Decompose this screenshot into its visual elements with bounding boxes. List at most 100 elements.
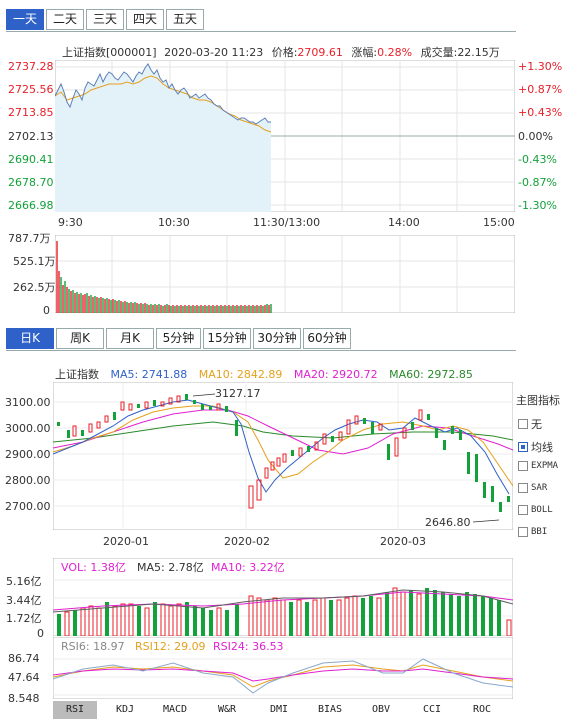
checkbox[interactable] — [518, 483, 528, 493]
indicator-option-none[interactable]: 无 — [518, 416, 542, 432]
kvol-y-label: 5.16亿 — [6, 575, 42, 588]
tab-dmi[interactable]: DMI — [269, 704, 289, 715]
kvol-ma5-text: MA5: 2.78亿 — [137, 561, 204, 574]
intraday-x-label: 14:00 — [388, 216, 420, 229]
ma10-value: MA10: 2842.89 — [198, 368, 283, 381]
datetime: 2020-03-20 11:23 — [164, 46, 264, 59]
intraday-vol-label: 262.5万 — [13, 281, 56, 294]
intraday-vol-label: 525.1万 — [13, 255, 56, 268]
kline-volume-chart[interactable]: VOL: 1.38亿 MA5: 2.78亿 MA10: 3.22亿 — [53, 558, 513, 636]
intraday-y-label: 2702.13 — [8, 130, 54, 143]
intraday-pct-label: -1.30% — [518, 199, 557, 212]
intraday-y-label: 2737.28 — [8, 60, 54, 73]
intraday-pct-label: +1.30% — [518, 60, 563, 73]
ma5-value: MA5: 2741.88 — [110, 368, 188, 381]
tab-3day[interactable]: 三天 — [86, 9, 124, 30]
intraday-pct-label: 0.00% — [518, 130, 553, 143]
volume-value: 22.15万 — [457, 46, 500, 59]
indicator-option-ma[interactable]: 均线 — [518, 439, 553, 455]
tab-roc[interactable]: ROC — [472, 704, 492, 715]
rsi-chart[interactable]: RSI6: 18.97 RSI12: 29.09 RSI24: 36.53 — [53, 637, 513, 699]
tab-bias[interactable]: BIAS — [317, 704, 343, 715]
intraday-x-label: 15:00 — [483, 216, 515, 229]
kvol-y-label: 0 — [37, 627, 44, 640]
tab-kdj[interactable]: KDJ — [115, 704, 135, 715]
kvol-y-label: 3.44亿 — [6, 594, 42, 607]
checkbox[interactable] — [518, 505, 528, 515]
intraday-y-label: 2713.85 — [8, 106, 54, 119]
indicator-option-expma[interactable]: EXPMA — [518, 461, 558, 471]
indicator-option-bbi[interactable]: BBI — [518, 527, 547, 537]
kline-x-label: 2020-03 — [380, 535, 426, 548]
kline-x-label: 2020-01 — [103, 535, 149, 548]
intraday-vol-label: 787.7万 — [8, 232, 51, 245]
rsi-y-label: 47.64 — [8, 671, 40, 684]
tab-rsi[interactable]: RSI — [53, 701, 97, 719]
price-label: 价格: — [271, 46, 298, 59]
tab-5min[interactable]: 5分钟 — [156, 328, 201, 349]
tab-obv[interactable]: OBV — [371, 704, 391, 715]
intraday-y-label: 2725.56 — [8, 83, 54, 96]
intraday-info-line: 上证指数[000001] 2020-03-20 11:23 价格:2709.61… — [62, 44, 500, 60]
indicator-panel-title: 主图指标 — [516, 394, 560, 407]
tab-30min[interactable]: 30分钟 — [253, 328, 301, 349]
tab-macd[interactable]: MACD — [162, 704, 188, 715]
rsi-y-label: 8.548 — [8, 692, 40, 705]
tab-4day[interactable]: 四天 — [126, 9, 164, 30]
checkbox[interactable] — [518, 461, 528, 471]
intraday-x-label: 9:30 — [58, 216, 83, 229]
index-code: [000001] — [106, 46, 157, 59]
tab-2day[interactable]: 二天 — [46, 9, 84, 30]
tab-daily-k[interactable]: 日K — [6, 328, 54, 349]
kline-tab-underline — [6, 350, 516, 351]
kvol-y-label: 1.72亿 — [6, 612, 42, 625]
low-annotation: 2646.80 — [425, 516, 471, 529]
kline-y-label: 2900.00 — [5, 448, 51, 461]
option-label: BOLL — [531, 505, 553, 515]
tab-1day[interactable]: 一天 — [6, 9, 44, 30]
tab-wr[interactable]: W&R — [217, 704, 237, 715]
change-value: 0.28% — [377, 46, 413, 59]
option-label: 无 — [531, 418, 542, 431]
intraday-price-chart[interactable] — [55, 60, 515, 212]
tab-15min[interactable]: 15分钟 — [203, 328, 251, 349]
option-label: 均线 — [531, 441, 553, 454]
kline-candlestick-chart[interactable]: 3127.17 2646.80 — [53, 382, 513, 530]
rsi6-text: RSI6: 18.97 — [61, 640, 125, 653]
checkbox[interactable] — [518, 442, 528, 452]
ma20-value: MA20: 2920.72 — [293, 368, 378, 381]
checkbox[interactable] — [518, 527, 528, 537]
intraday-x-label: 10:30 — [158, 216, 190, 229]
kline-index-name: 上证指数 — [55, 368, 99, 381]
ma60-value: MA60: 2972.85 — [389, 368, 473, 381]
index-name: 上证指数 — [62, 46, 106, 59]
volume-label: 成交量: — [420, 46, 458, 59]
intraday-pct-label: -0.43% — [518, 153, 557, 166]
intraday-pct-label: +0.87% — [518, 83, 563, 96]
high-annotation: 3127.17 — [215, 387, 261, 400]
tab-cci[interactable]: CCI — [422, 704, 442, 715]
indicator-option-sar[interactable]: SAR — [518, 483, 547, 493]
intraday-pct-label: -0.87% — [518, 176, 557, 189]
intraday-y-label: 2690.41 — [8, 153, 54, 166]
tab-weekly-k[interactable]: 周K — [56, 328, 104, 349]
rsi12-text: RSI12: 29.09 — [135, 640, 206, 653]
option-label: BBI — [531, 527, 548, 537]
intraday-volume-chart[interactable] — [55, 235, 515, 313]
kline-ma-line: 上证指数 MA5: 2741.88 MA10: 2842.89 MA20: 29… — [55, 366, 473, 382]
tab-5day[interactable]: 五天 — [166, 9, 204, 30]
indicator-option-boll[interactable]: BOLL — [518, 505, 553, 515]
kvol-vol-text: VOL: 1.38亿 — [61, 561, 126, 574]
kvol-ma10-text: MA10: 3.22亿 — [211, 561, 285, 574]
option-label: EXPMA — [531, 461, 559, 471]
tab-60min[interactable]: 60分钟 — [303, 328, 351, 349]
price-value: 2709.61 — [297, 46, 343, 59]
intraday-x-label: 11:30/13:00 — [253, 216, 321, 229]
intraday-pct-label: +0.43% — [518, 106, 563, 119]
intraday-vol-label: 0 — [43, 304, 50, 317]
tab-monthly-k[interactable]: 月K — [106, 328, 154, 349]
tab-underline — [6, 31, 516, 32]
change-label: 涨幅: — [351, 46, 378, 59]
checkbox[interactable] — [518, 419, 528, 429]
kline-y-label: 2700.00 — [5, 500, 51, 513]
